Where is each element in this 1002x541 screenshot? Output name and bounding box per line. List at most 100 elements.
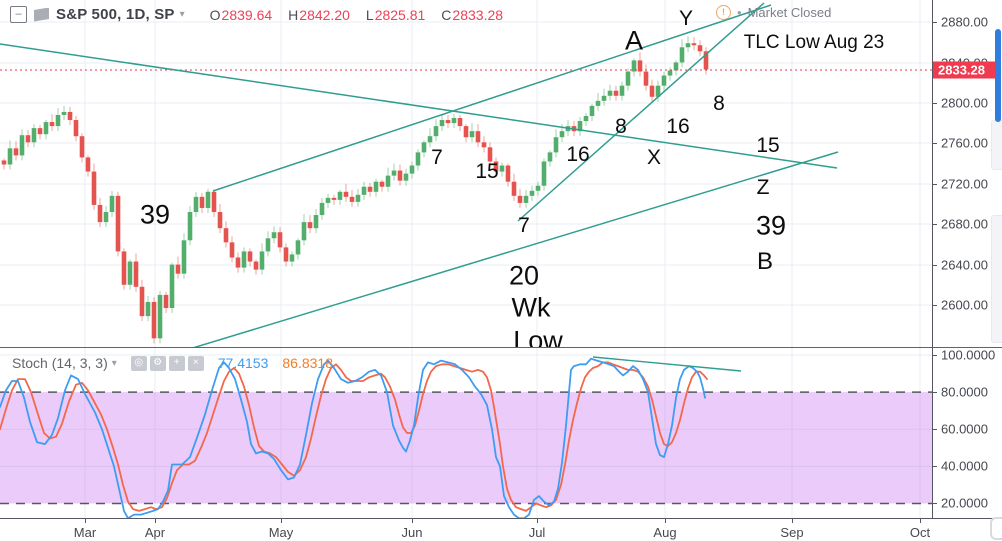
ohlc-value: 2842.20 <box>299 6 350 23</box>
candle-body <box>25 135 31 143</box>
candle <box>469 123 475 143</box>
candle-body <box>301 222 307 241</box>
candlestick-chart[interactable] <box>0 0 932 347</box>
tick-mark <box>537 518 538 523</box>
candle <box>229 236 235 263</box>
candle <box>583 112 589 127</box>
pane-separator[interactable] <box>0 347 1002 348</box>
candle-body <box>349 196 355 202</box>
ohlc-key: O <box>209 6 221 23</box>
candle-body <box>205 191 211 208</box>
candle <box>1 158 7 170</box>
candle <box>667 67 673 81</box>
candle-body <box>229 242 235 258</box>
annotation-text[interactable]: 8 <box>615 115 627 138</box>
close-icon[interactable]: × <box>187 355 204 371</box>
candle-body <box>379 181 385 187</box>
candle-body <box>673 62 679 71</box>
annotation-text[interactable]: 7 <box>431 146 443 169</box>
trendline-drawing[interactable] <box>163 151 839 347</box>
candle <box>49 114 55 132</box>
tick-mark <box>933 392 937 393</box>
annotation-text[interactable]: 7 <box>518 214 530 237</box>
candle-body <box>61 111 67 115</box>
gear-icon[interactable]: ⚙ <box>149 355 166 371</box>
candle-body <box>67 111 73 121</box>
candle <box>19 129 25 161</box>
annotation-text[interactable]: X <box>646 146 662 169</box>
stoch-title[interactable]: Stoch (14, 3, 3) <box>12 355 108 371</box>
annotation-text[interactable]: 39 <box>755 210 787 241</box>
candle <box>139 279 145 322</box>
annotation-text[interactable]: Z <box>756 176 770 199</box>
stoch-pane[interactable] <box>0 348 932 518</box>
candle-body <box>409 165 415 174</box>
candle <box>151 296 157 344</box>
candle <box>109 190 115 218</box>
candle-body <box>529 190 535 196</box>
candle-body <box>13 148 19 156</box>
candle-body <box>355 194 361 202</box>
scroll-corner-handle[interactable] <box>990 517 1002 540</box>
candle <box>187 206 193 246</box>
annotation-text[interactable]: Y <box>678 7 694 30</box>
annotation-text[interactable]: 16 <box>666 115 690 138</box>
stoch-chart[interactable] <box>0 348 932 518</box>
annotation-text[interactable]: B <box>756 248 774 275</box>
candle-body <box>367 186 373 192</box>
trendline-drawing[interactable] <box>592 356 742 372</box>
stoch-d-line <box>0 361 708 512</box>
candle <box>271 226 277 244</box>
candle <box>301 214 307 246</box>
candle-body <box>523 195 529 203</box>
candle-body <box>595 100 601 106</box>
candle-body <box>49 122 55 127</box>
trendline-drawing[interactable] <box>212 4 772 192</box>
annotation-text[interactable]: TLC Low Aug 23 <box>743 32 885 53</box>
candle-body <box>253 261 259 270</box>
price-tick-label: 2640.00 <box>941 257 988 273</box>
last-price-label: 2833.28 <box>933 61 998 79</box>
scrollbar-thumb[interactable] <box>995 29 1001 122</box>
annotation-text[interactable]: 15 <box>756 134 780 157</box>
candle <box>661 71 667 91</box>
candle-body <box>649 85 655 97</box>
annotation-text[interactable]: A <box>624 25 644 56</box>
annotation-text[interactable]: 8 <box>713 92 725 115</box>
candle-body <box>121 251 127 285</box>
symbol-title[interactable]: S&P 500, 1D, SP <box>56 6 175 23</box>
candle-body <box>169 264 175 309</box>
candle <box>511 173 517 201</box>
annotation-text[interactable]: Wk <box>511 292 551 323</box>
chevron-down-icon[interactable]: ▾ <box>111 357 117 369</box>
annotation-text[interactable]: 16 <box>566 143 590 166</box>
trendline-drawing[interactable] <box>517 2 765 222</box>
chevron-down-icon[interactable]: ▾ <box>179 9 185 20</box>
candle-body <box>361 186 367 195</box>
alert-circle-icon[interactable]: ! <box>716 5 731 20</box>
annotation-text[interactable]: Low <box>513 325 563 348</box>
trendline-drawing[interactable] <box>0 43 838 169</box>
annotation-text[interactable]: 39 <box>139 199 171 230</box>
candle <box>589 103 595 121</box>
candle-body <box>553 137 559 153</box>
candle-body <box>55 114 61 127</box>
candle-body <box>241 251 247 268</box>
tick-mark <box>412 518 413 523</box>
annotation-text[interactable]: 15 <box>475 160 499 183</box>
candle <box>247 248 253 267</box>
side-panel-edge <box>991 215 1002 343</box>
candle <box>385 167 391 192</box>
visibility-icon[interactable]: ◎ <box>130 355 147 371</box>
symbol-header: – S&P 500, 1D, SP ▾ O 2839.64 H 2842.20 L 282… <box>10 6 503 23</box>
annotation-text[interactable]: 20 <box>508 260 540 291</box>
candle <box>391 163 397 181</box>
candle <box>253 259 259 275</box>
candle <box>529 185 535 201</box>
candle <box>277 227 283 253</box>
candle <box>457 115 463 132</box>
plus-icon[interactable]: + <box>168 355 185 371</box>
candle <box>541 158 547 191</box>
price-pane[interactable]: 39 7 15 7 16 8 X 16 A Y 8 TLC Low Aug 23 15 Z 39 B 20 Wk L… <box>0 0 932 347</box>
collapse-pane-icon[interactable]: – <box>10 6 27 23</box>
